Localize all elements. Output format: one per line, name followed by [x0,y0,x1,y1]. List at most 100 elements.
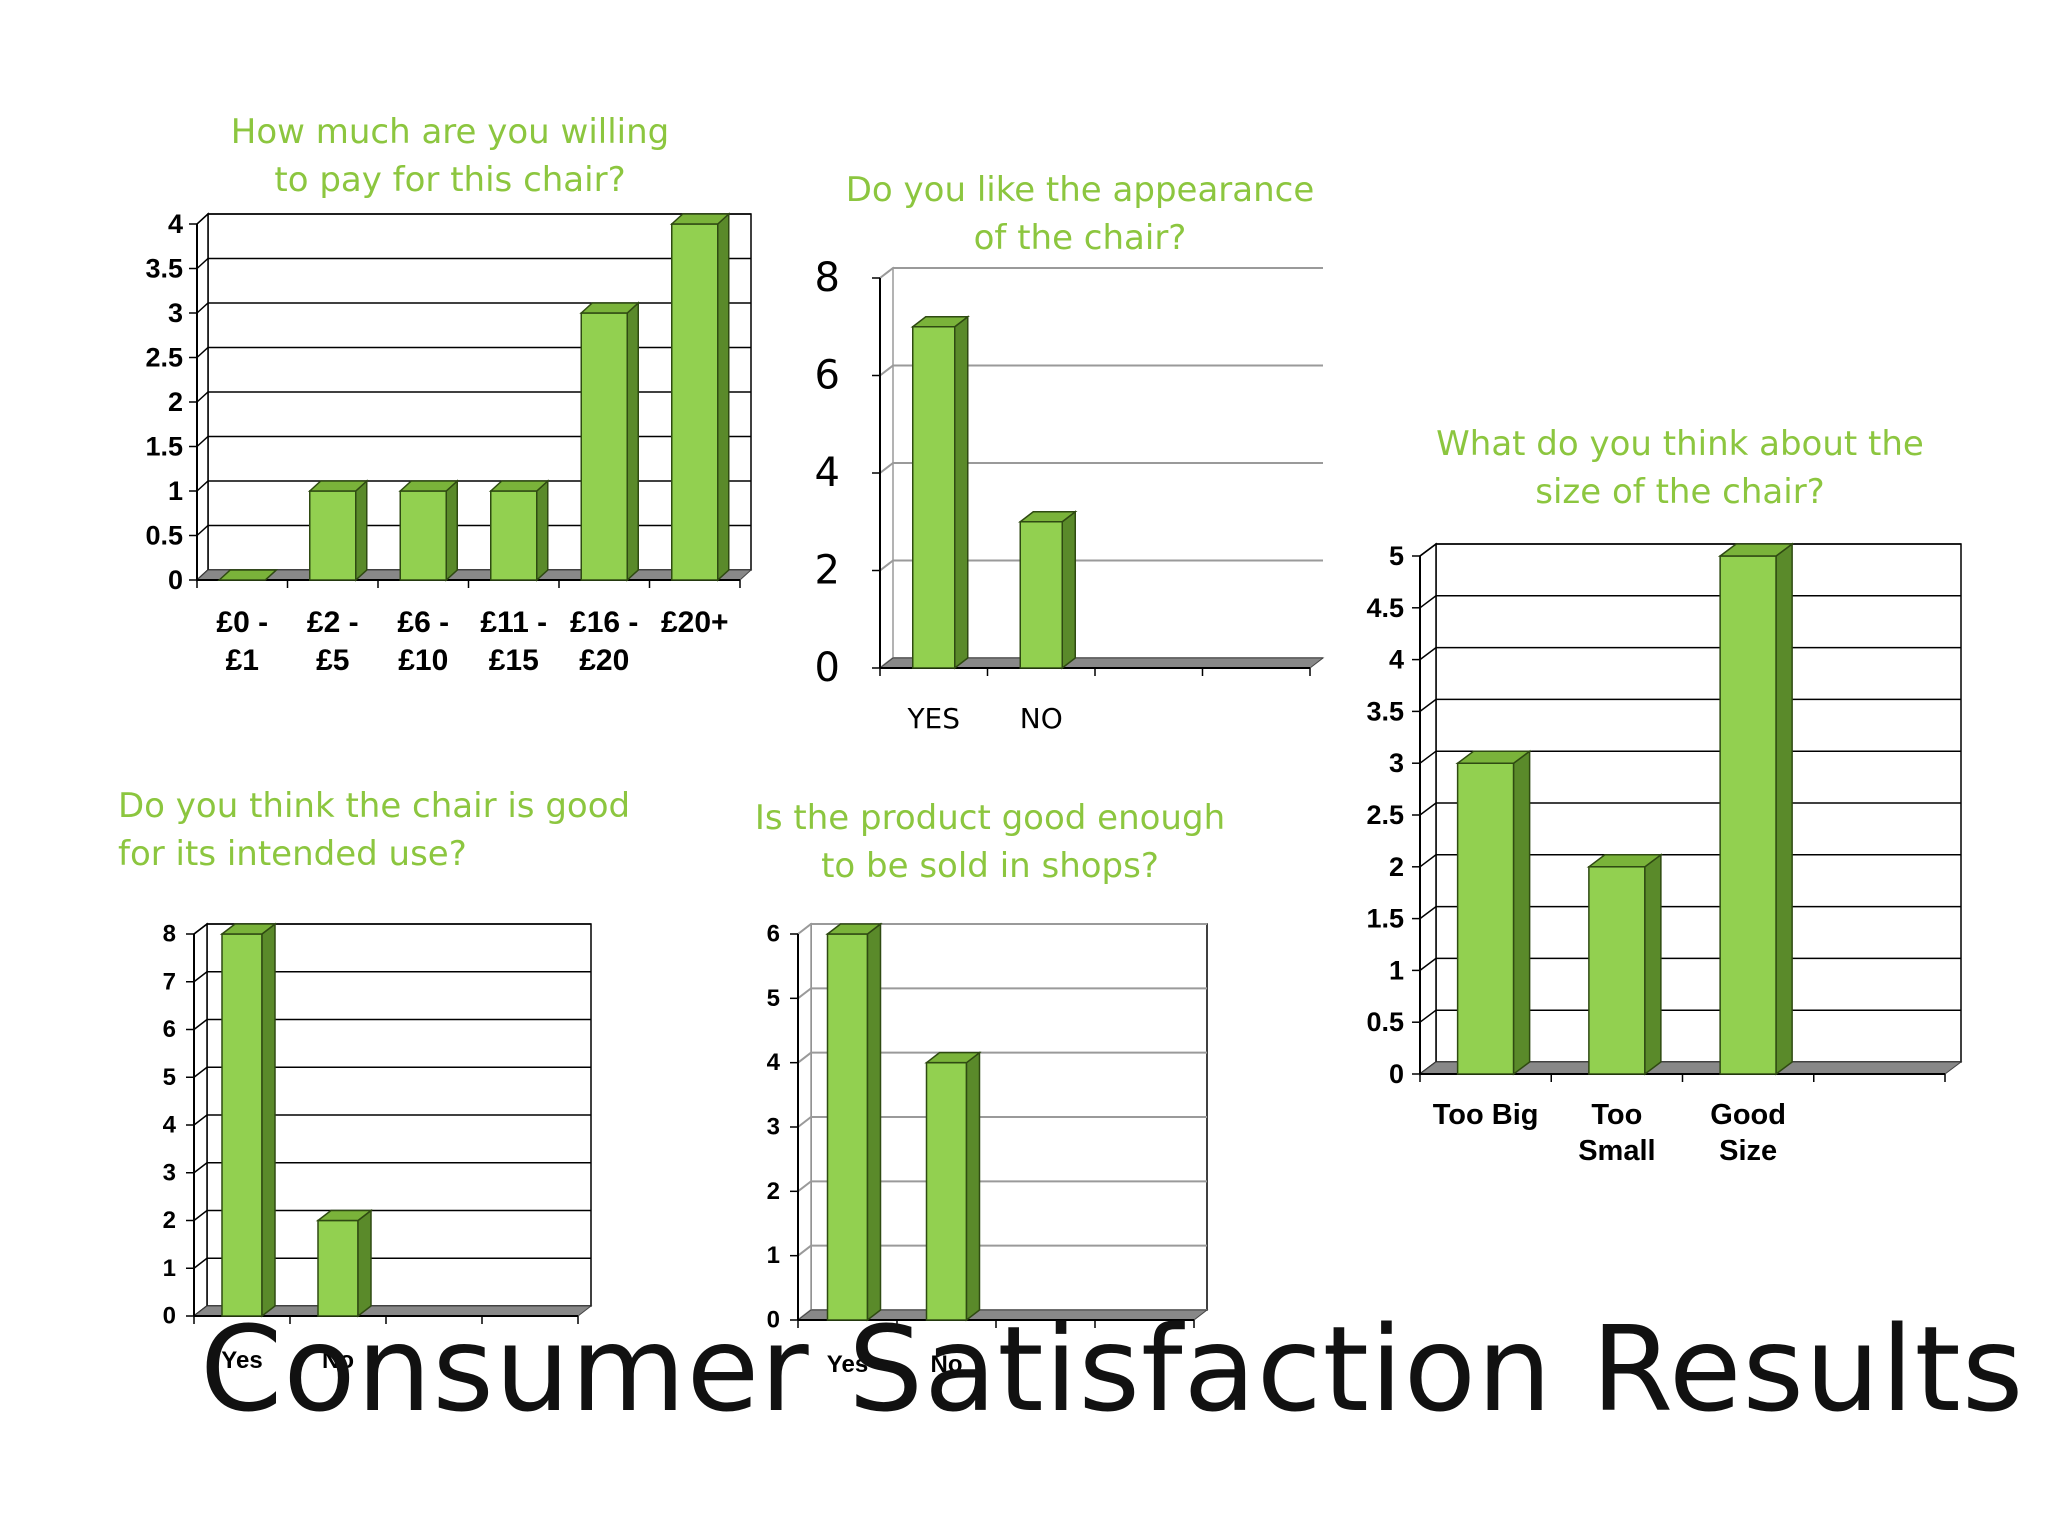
gridline [797,1051,1207,1064]
bar [398,479,460,582]
bar-front [925,1061,968,1321]
x-category-label: £20 [579,644,629,677]
y-tick-label: 4 [1389,645,1404,675]
chart-title-shops: Is the product good enough to be sold in… [754,798,1226,886]
bar-side [965,1051,981,1322]
bar [219,922,278,1318]
bar-front [671,223,719,581]
gridline [193,1209,591,1222]
gridline [196,257,751,270]
gridline [196,302,751,314]
bar-top [219,923,278,935]
x-category-label: No [322,1347,354,1374]
y-tick-label: 7 [163,968,176,995]
y-tick-label: 3.5 [145,254,183,284]
x-category-label: YES [906,702,960,735]
y-tick-label: 3 [168,298,183,328]
gridline [797,1244,1207,1257]
bar-top [825,923,883,935]
gridline [193,1018,591,1031]
bar [924,1051,982,1322]
y-tick-label: 3 [163,1159,176,1186]
y-tick-label: 3 [767,1114,780,1141]
gridline [879,364,1323,377]
bar [1717,542,1795,1076]
gridline [196,435,751,448]
bar [669,212,731,582]
x-category-label: £10 [398,644,448,677]
chart-title-use: Do you think the chair is good for its i… [118,786,631,874]
bar-top [924,1051,982,1064]
y-tick-label: 0.5 [1366,1007,1404,1037]
y-tick-label: 2 [163,1207,176,1234]
chart-title-price: How much are you willing to pay for this… [230,112,670,200]
y-tick-label: 8 [815,255,840,301]
y-tick-label: 2 [1389,852,1404,882]
gridline [879,267,1323,279]
y-tick-label: 4 [168,209,183,239]
x-category-label: NO [1020,702,1063,735]
gridline [797,1116,1207,1128]
x-category-label: Small [1578,1135,1655,1167]
y-tick-label: 1 [1389,955,1404,985]
bar-top [1455,750,1532,764]
gridline [879,462,1323,474]
gridline [193,1257,591,1269]
bar-front [309,490,357,581]
gridline [196,480,751,492]
y-tick-label: 4.5 [1366,593,1404,623]
gridline [196,391,751,403]
x-category-label: £20+ [661,606,729,639]
x-category-label: £0 - [216,606,268,639]
bar-top [217,569,279,581]
x-category-label: £16 - [570,606,638,639]
y-tick-label: 1.5 [145,432,183,462]
gridline [797,987,1207,1000]
x-category-label: £6 - [397,606,449,639]
y-tick-label: 3.5 [1366,696,1404,726]
y-tick-label: 4 [815,450,840,496]
bar [307,479,369,582]
chart-title-size: What do you think about the size of the … [1436,424,1924,512]
x-category-label: Size [1719,1135,1777,1167]
gridline [797,923,1207,935]
gridline [797,1180,1207,1193]
bar-top [398,480,460,492]
y-tick-label: 6 [767,921,780,948]
bar [910,315,970,670]
bar [315,1208,374,1318]
x-category-label: Good [1710,1099,1786,1131]
y-tick-label: 2.5 [1366,800,1404,830]
y-tick-label: 4 [163,1112,177,1139]
bar-side [866,922,882,1322]
bar-top [910,316,970,328]
bar [488,479,550,582]
y-tick-label: 0.5 [145,521,183,551]
x-category-label: Yes [221,1347,262,1374]
bar-front [221,933,263,1317]
y-tick-label: 0 [163,1303,176,1330]
y-tick-label: 2 [168,387,183,417]
bar [1018,510,1078,670]
bar [825,922,883,1322]
bar [1455,749,1532,1076]
bar-front [826,933,869,1321]
bar-front [1456,762,1515,1075]
gridline [193,923,591,935]
bar [1586,853,1664,1076]
y-tick-label: 0 [815,645,840,691]
chart-title-appearance: Do you like the appearance of the chair? [845,170,1315,258]
bar-top [488,480,550,492]
bar-top [1018,511,1078,523]
gridline [193,1114,591,1126]
y-tick-label: 4 [767,1049,781,1076]
x-category-label: £5 [316,644,349,677]
bar-top [1586,854,1664,868]
gridline [196,524,751,537]
y-tick-label: 1 [168,476,183,506]
y-tick-label: 6 [163,1016,176,1043]
x-category-label: Too [1591,1099,1642,1131]
x-category-label: £1 [226,644,259,677]
